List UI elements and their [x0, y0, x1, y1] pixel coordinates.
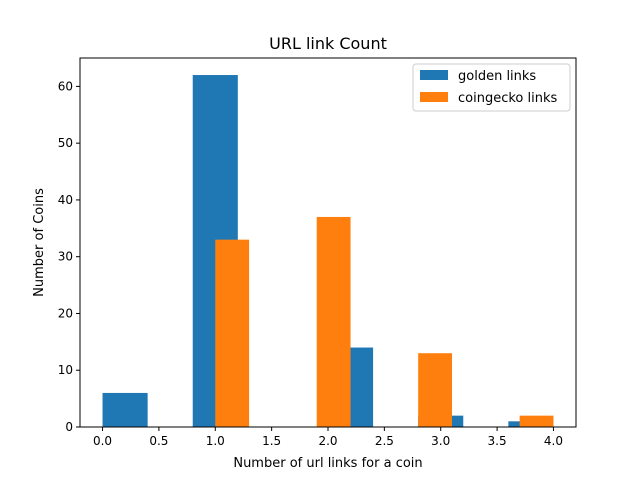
bar-coingecko-links-9 — [519, 415, 554, 427]
y-tick-label: 30 — [58, 250, 73, 264]
x-tick-label: 0.5 — [149, 434, 168, 448]
x-tick-label: 1.0 — [206, 434, 225, 448]
x-tick-label: 3.5 — [488, 434, 507, 448]
chart-title: URL link Count — [269, 34, 387, 53]
bar-coingecko-links-6 — [418, 353, 452, 427]
y-tick-label: 10 — [58, 363, 73, 377]
bars-layer — [102, 75, 554, 428]
legend-box — [412, 63, 571, 112]
legend-label-coingecko-links: coingecko links — [458, 91, 557, 106]
x-tick-label: 0.0 — [93, 434, 112, 448]
x-tick-label: 2.5 — [375, 434, 394, 448]
x-tick-label: 3.0 — [431, 434, 450, 448]
x-axis-label: Number of url links for a coin — [233, 456, 422, 471]
x-tick-label: 2.0 — [318, 434, 337, 448]
bar-coingecko-links-0 — [215, 239, 250, 427]
bar-coingecko-links-3 — [316, 216, 351, 427]
y-tick-label: 40 — [58, 193, 73, 207]
legend-swatch-golden-links — [420, 70, 448, 80]
y-tick-label: 0 — [65, 420, 73, 434]
y-tick-label: 20 — [58, 306, 73, 320]
y-tick-label: 50 — [58, 136, 73, 150]
y-axis-label: Number of Coins — [32, 188, 47, 297]
legend-swatch-coingecko-links — [420, 92, 448, 102]
legend: golden links coingecko links — [412, 63, 571, 112]
bar-golden-links-0 — [102, 392, 148, 427]
x-tick-label: 1.5 — [262, 434, 281, 448]
x-tick-label: 4.0 — [544, 434, 563, 448]
y-ticks: 0 10 20 30 40 50 60 — [58, 79, 80, 434]
y-tick-label: 60 — [58, 79, 73, 93]
x-ticks: 0.0 0.5 1.0 1.5 2.0 2.5 3.0 3.5 4.0 — [93, 427, 563, 448]
legend-label-golden-links: golden links — [458, 69, 536, 84]
